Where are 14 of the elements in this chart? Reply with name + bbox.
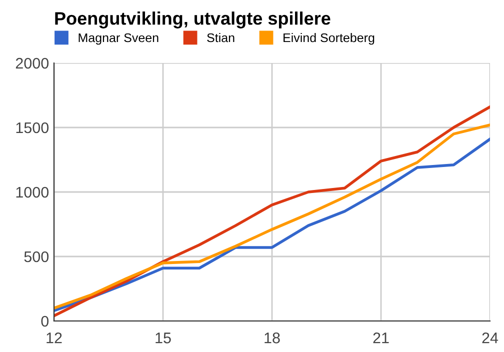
y-tick-label: 1500: [16, 122, 49, 134]
chart-title: Poengutvikling, utvalgte spillere: [55, 12, 330, 28]
x-tick-label: 15: [156, 332, 171, 344]
y-tick-label: 2000: [16, 58, 49, 69]
x-tick-label: 12: [46, 332, 62, 344]
legend-label: Magnar Sveen: [78, 33, 158, 45]
y-tick-label: 0: [41, 316, 49, 327]
x-tick-label: 21: [373, 332, 389, 344]
x-tick-label: 24: [482, 332, 498, 344]
x-tick-label: 18: [264, 332, 280, 344]
y-tick-label: 1000: [16, 186, 49, 198]
legend-label: Eivind Sorteberg: [284, 33, 374, 45]
y-tick-label: 500: [24, 251, 49, 262]
legend-label: Stian: [207, 33, 234, 42]
